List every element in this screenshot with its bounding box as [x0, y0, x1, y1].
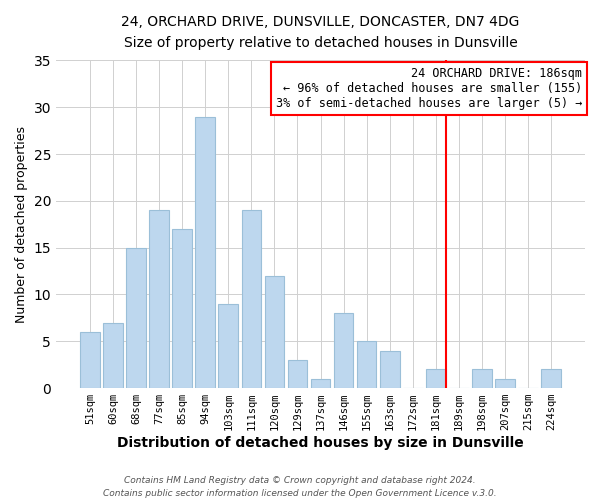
Bar: [541, 370, 561, 388]
Text: 24 ORCHARD DRIVE: 186sqm
← 96% of detached houses are smaller (155)
3% of semi-d: 24 ORCHARD DRIVE: 186sqm ← 96% of detach…: [276, 67, 583, 110]
Y-axis label: Number of detached properties: Number of detached properties: [15, 126, 28, 323]
Bar: [357, 342, 376, 388]
Bar: [265, 276, 284, 388]
Bar: [426, 370, 446, 388]
Bar: [472, 370, 492, 388]
Bar: [242, 210, 261, 388]
Bar: [218, 304, 238, 388]
Bar: [103, 322, 123, 388]
Bar: [495, 378, 515, 388]
Title: 24, ORCHARD DRIVE, DUNSVILLE, DONCASTER, DN7 4DG
Size of property relative to de: 24, ORCHARD DRIVE, DUNSVILLE, DONCASTER,…: [121, 15, 520, 50]
Bar: [334, 313, 353, 388]
Text: Contains HM Land Registry data © Crown copyright and database right 2024.
Contai: Contains HM Land Registry data © Crown c…: [103, 476, 497, 498]
Bar: [80, 332, 100, 388]
Bar: [196, 116, 215, 388]
Bar: [287, 360, 307, 388]
X-axis label: Distribution of detached houses by size in Dunsville: Distribution of detached houses by size …: [117, 436, 524, 450]
Bar: [311, 378, 331, 388]
Bar: [380, 350, 400, 388]
Bar: [126, 248, 146, 388]
Bar: [149, 210, 169, 388]
Bar: [172, 229, 192, 388]
